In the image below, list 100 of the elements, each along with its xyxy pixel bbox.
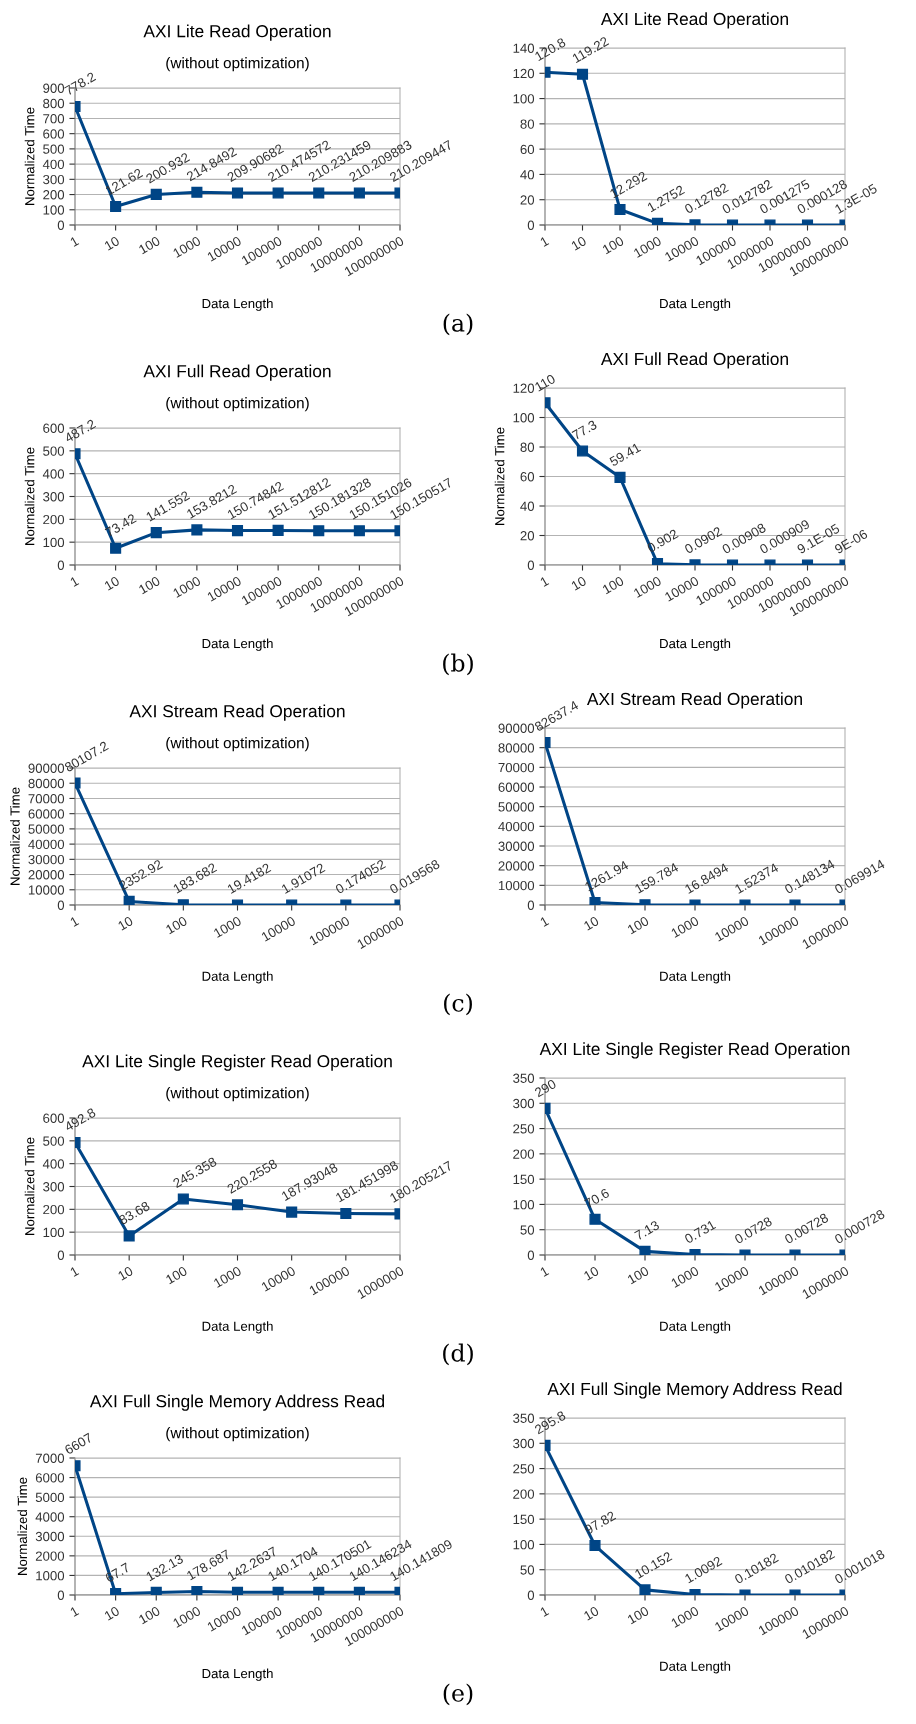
text: (c) [444, 993, 472, 1016]
y-tick-label: 0 [57, 1590, 65, 1600]
point [313, 1586, 325, 1595]
x-tick-label: 100 [138, 235, 161, 255]
y-tick-label: 30000 [28, 854, 65, 865]
y-tick-label: 20000 [498, 861, 535, 871]
point [177, 1193, 189, 1205]
y-tick-label: 100 [43, 537, 65, 548]
y-tick-label: 800 [43, 98, 65, 109]
y-tick-label: 50 [520, 1565, 535, 1575]
x-tick-label: 10 [583, 1265, 600, 1281]
y-tick-label: 600 [43, 1113, 65, 1123]
y-tick-label: 6000 [35, 1473, 65, 1483]
x-tick-label: 1000 [670, 1265, 700, 1288]
chart-title: AXI Stream Read Operation [129, 704, 345, 721]
chart-title: AXI Lite Read Operation [600, 12, 788, 29]
y-tick-label: 200 [43, 190, 65, 200]
x-tick-label: 10 [117, 915, 134, 931]
point [576, 445, 589, 457]
x-tick-label: 100 [165, 1265, 188, 1285]
data-label: 110 [534, 373, 556, 392]
x-axis-title: Data Length [202, 298, 273, 311]
data-label: 67.7 [104, 1562, 131, 1583]
point [123, 895, 135, 905]
x-tick-label: 1 [69, 916, 80, 927]
y-tick-label: 5000 [35, 1492, 65, 1503]
x-tick-label: 1 [539, 1266, 550, 1277]
point [272, 1586, 284, 1595]
y-tick-label: 80 [520, 442, 535, 452]
x-tick-label: 100 [601, 575, 625, 595]
point [286, 1206, 298, 1218]
y-axis-title: Normalized Time [494, 427, 505, 525]
point [589, 896, 601, 905]
point [313, 525, 325, 537]
x-tick-label: 1000 [633, 235, 662, 258]
x-tick-label: 10 [583, 915, 600, 931]
chart-title: AXI Full Single Memory Address Read [547, 1382, 842, 1399]
text: (e) [443, 1683, 473, 1706]
x-tick-label: 100 [626, 1265, 650, 1285]
x-tick-label: 1 [69, 236, 80, 247]
x-tick-label: 100 [601, 235, 625, 255]
point [272, 524, 284, 536]
y-tick-label: 150 [513, 1514, 535, 1525]
x-axis-title: Data Length [660, 638, 731, 651]
y-tick-label: 60 [520, 144, 535, 155]
y-tick-label: 400 [42, 469, 65, 479]
x-tick-label: 1000 [172, 1605, 202, 1628]
y-tick-label: 1000 [36, 1571, 65, 1581]
x-tick-label: 10 [117, 1265, 134, 1281]
y-tick-label: 0 [527, 1250, 535, 1260]
y-axis-title: Normalized Time [24, 1137, 35, 1235]
point [110, 200, 122, 213]
y-tick-label: 0 [57, 900, 65, 910]
y-tick-label: 4000 [35, 1512, 65, 1522]
chart-title: AXI Full Read Operation [143, 364, 331, 381]
x-tick-label: 10 [583, 1605, 600, 1621]
chart-title: AXI Lite Single Register Read Operation [539, 1042, 850, 1059]
data-label: 0.731 [683, 1219, 717, 1244]
y-tick-label: 300 [513, 1098, 535, 1109]
x-tick-label: 1000 [670, 915, 700, 938]
chart-subtitle: (without optimization) [166, 397, 309, 412]
x-tick-label: 10 [103, 235, 121, 251]
y-tick-label: 40 [520, 170, 535, 180]
y-tick-label: 10000 [498, 880, 535, 891]
x-tick-label: 100 [165, 915, 188, 935]
x-tick-label: 100 [626, 1605, 650, 1625]
y-tick-label: 90000 [498, 723, 535, 733]
y-tick-label: 10000 [28, 885, 65, 895]
y-tick-label: 40000 [28, 839, 65, 850]
data-label: 73.42 [104, 513, 137, 538]
chart-title: AXI Lite Read Operation [143, 24, 331, 41]
x-tick-label: 1000 [172, 235, 202, 258]
y-tick-label: 200 [513, 1489, 535, 1499]
y-tick-label: 0 [57, 1250, 65, 1260]
data-label: 77.3 [571, 419, 598, 441]
y-tick-label: 60000 [28, 809, 65, 819]
y-tick-label: 90000 [28, 763, 65, 773]
y-tick-label: 250 [513, 1464, 535, 1474]
y-tick-label: 300 [43, 1182, 65, 1192]
x-tick-label: 1 [539, 916, 550, 927]
y-tick-label: 900 [43, 83, 65, 93]
data-label: 70.6 [584, 1188, 610, 1209]
point [639, 1245, 651, 1255]
y-tick-label: 140 [513, 43, 535, 53]
y-tick-label: 7000 [35, 1453, 65, 1463]
point [340, 1208, 352, 1220]
x-tick-label: 1000 [213, 915, 242, 938]
chart-title: AXI Lite Single Register Read Operation [82, 1054, 392, 1071]
point [231, 525, 244, 537]
x-tick-label: 1 [539, 576, 550, 587]
y-tick-label: 60000 [498, 782, 535, 792]
y-tick-label: 400 [42, 1159, 65, 1169]
point [272, 187, 284, 199]
point [123, 1230, 135, 1242]
x-axis-title: Data Length [660, 971, 731, 984]
y-tick-label: 200 [43, 514, 65, 525]
x-tick-label: 100 [138, 575, 161, 595]
text: (b) [443, 653, 473, 676]
y-tick-label: 500 [43, 446, 65, 456]
chart-title: AXI Full Single Memory Address Read [89, 1394, 385, 1411]
